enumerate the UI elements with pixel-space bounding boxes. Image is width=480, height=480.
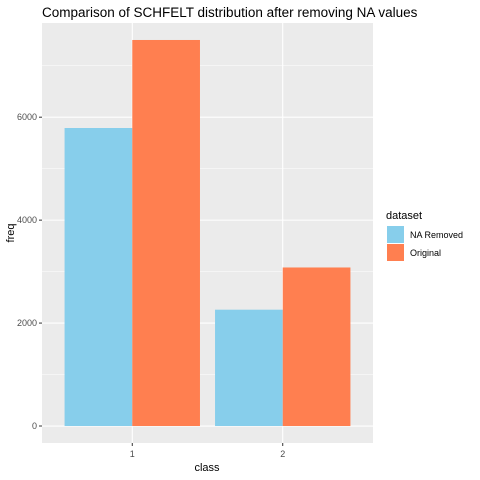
legend-label: Original [410, 248, 441, 258]
y-tick-label: 4000 [17, 215, 37, 225]
legend: dataset NA Removed Original [386, 210, 463, 261]
x-tick-label: 1 [130, 449, 135, 459]
bar-original-class-2 [282, 267, 351, 427]
y-tick-label: 0 [32, 421, 37, 431]
legend-label: NA Removed [410, 230, 463, 240]
legend-title: dataset [386, 210, 422, 222]
legend-swatch [387, 226, 404, 243]
y-axis-title: freq [5, 224, 17, 243]
x-tick-label: 2 [280, 449, 285, 459]
bar-original-class-1 [132, 39, 200, 427]
y-tick-label: 2000 [17, 318, 37, 328]
bars [64, 39, 351, 427]
bar-na-removed-class-1 [64, 128, 133, 427]
y-axis: 0 2000 4000 6000 [17, 112, 42, 431]
legend-items: NA Removed Original [387, 226, 463, 261]
y-tick-label: 6000 [17, 112, 37, 122]
chart-title: Comparison of SCHFELT distribution after… [42, 5, 418, 20]
legend-swatch [387, 244, 404, 261]
x-axis-title: class [194, 462, 220, 474]
bar-na-removed-class-2 [215, 309, 283, 427]
